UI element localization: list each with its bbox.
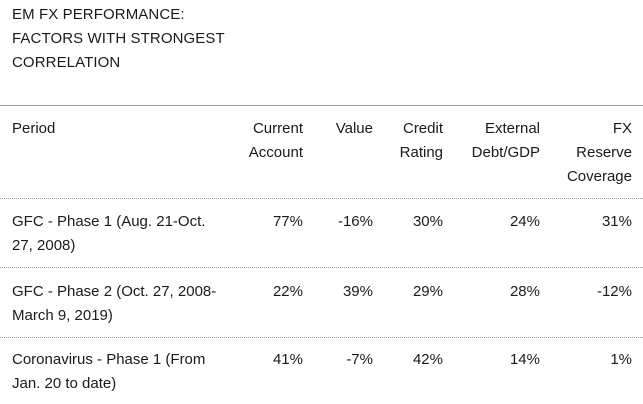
row-period: GFC - Phase 2 (Oct. 27, 2008-March 9, 20… [12, 283, 217, 324]
row-current-account: 77% [272, 213, 303, 230]
title-divider [0, 105, 643, 106]
row-value: -7% [346, 351, 373, 368]
row-external-debt: 24% [509, 213, 540, 230]
row-external-debt: 28% [509, 283, 540, 300]
header-value: Value [335, 120, 373, 137]
row-divider [0, 337, 643, 338]
header-fx-reserve: FX Reserve Coverage [566, 120, 632, 185]
row-current-account: 41% [272, 351, 303, 368]
row-credit-rating: 30% [412, 213, 443, 230]
header-credit-rating: Credit Rating [399, 120, 443, 161]
row-fx-reserve: 1% [610, 351, 632, 368]
row-divider [0, 267, 643, 268]
header-divider [0, 198, 643, 199]
row-fx-reserve: 31% [601, 213, 632, 230]
row-credit-rating: 42% [412, 351, 443, 368]
header-period: Period [12, 120, 56, 137]
header-external-debt: External Debt/GDP [471, 120, 540, 161]
row-period: GFC - Phase 1 (Aug. 21-Oct. 27, 2008) [12, 213, 206, 254]
row-external-debt: 14% [509, 351, 540, 368]
row-current-account: 22% [272, 283, 303, 300]
row-credit-rating: 29% [412, 283, 443, 300]
row-value: 39% [342, 283, 373, 300]
row-period: Coronavirus - Phase 1 (From Jan. 20 to d… [12, 351, 206, 392]
row-value: -16% [337, 213, 373, 230]
row-fx-reserve: -12% [596, 283, 632, 300]
header-current-account: Current Account [248, 120, 303, 161]
table-title: EM FX PERFORMANCE: FACTORS WITH STRONGES… [12, 6, 225, 71]
